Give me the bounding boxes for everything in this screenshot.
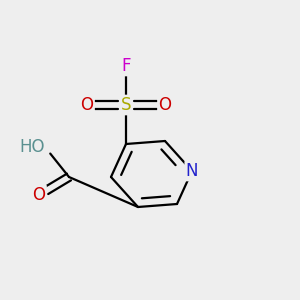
Text: S: S (121, 96, 131, 114)
Text: N: N (186, 162, 198, 180)
Text: HO: HO (20, 138, 45, 156)
Text: O: O (158, 96, 172, 114)
Text: F: F (121, 57, 131, 75)
Text: O: O (80, 96, 94, 114)
Text: O: O (32, 186, 46, 204)
